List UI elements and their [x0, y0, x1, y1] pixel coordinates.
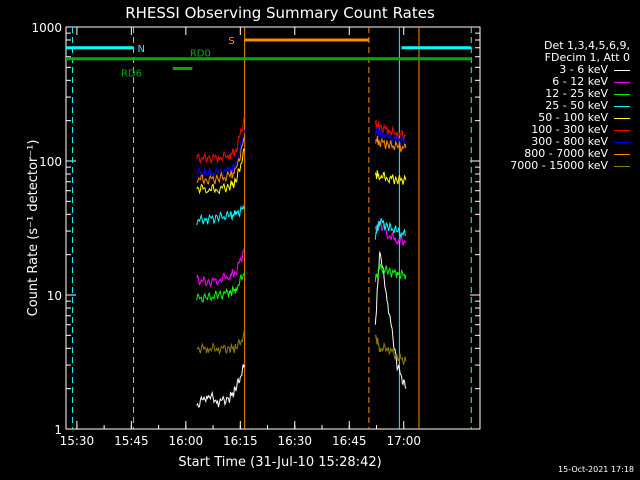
- series-line: [374, 127, 407, 146]
- legend-item: 12 - 25 keV: [545, 88, 630, 99]
- legend-swatch: [614, 81, 630, 83]
- legend-swatch: [614, 153, 630, 155]
- series-line: [196, 147, 246, 195]
- series-line: [374, 218, 407, 240]
- legend-swatch: [614, 141, 630, 143]
- legend-swatch: [614, 129, 630, 131]
- series-line: [196, 116, 245, 165]
- x-tick-label: 16:15: [223, 434, 258, 448]
- legend-header: Det 1,3,4,5,6,9,: [543, 39, 630, 52]
- series-line: [196, 204, 246, 226]
- chart-title: RHESSI Observing Summary Count Rates: [125, 4, 435, 22]
- legend-label: 12 - 25 keV: [545, 87, 608, 100]
- annotation-label: RD0: [190, 49, 211, 60]
- series-line: [196, 271, 246, 303]
- legend-swatch: [614, 117, 630, 119]
- x-tick-label: 15:30: [60, 434, 95, 448]
- x-tick-label: 16:00: [169, 434, 204, 448]
- y-tick-label: 1: [54, 423, 62, 437]
- series-line: [375, 135, 407, 153]
- series-line: [374, 169, 407, 185]
- annotations: N S RD0 RD6: [121, 36, 235, 80]
- legend-label: 300 - 800 keV: [531, 135, 608, 148]
- legend-item: 3 - 6 keV: [559, 64, 630, 75]
- legend-item: 800 - 7000 keV: [524, 148, 630, 159]
- legend-label: 100 - 300 keV: [531, 123, 608, 136]
- legend-swatch: [614, 93, 630, 95]
- y-axis-label: Count Rate (s⁻¹ detector⁻¹): [26, 140, 41, 317]
- legend-item: 300 - 800 keV: [531, 136, 630, 147]
- series-lines: [196, 116, 407, 408]
- x-tick-label: 15:45: [114, 434, 149, 448]
- y-tick-label: 100: [39, 155, 62, 169]
- x-axis-label: Start Time (31-Jul-10 15:28:42): [178, 455, 381, 470]
- series-line: [374, 263, 407, 282]
- legend-item: 7000 - 15000 keV: [510, 160, 630, 171]
- legend-item: 6 - 12 keV: [552, 76, 630, 87]
- plot-frame: [65, 26, 481, 430]
- series-line: [196, 364, 246, 408]
- legend-header: FDecim 1, Att 0: [544, 51, 630, 64]
- series-line: [374, 334, 407, 365]
- x-tick-label: 17:00: [386, 434, 421, 448]
- timestamp: 15-Oct-2021 17:18: [558, 465, 634, 474]
- annotation-label: N: [138, 44, 145, 55]
- axis-ticks: 15:30 15:45 16:00 16:15 16:30 16:45 17:00 1 10 10…: [31, 21, 480, 448]
- series-line: [374, 119, 407, 141]
- x-tick-label: 16:30: [277, 434, 312, 448]
- legend-label: 6 - 12 keV: [552, 75, 608, 88]
- legend-item: 50 - 100 keV: [538, 112, 630, 123]
- series-line: [374, 219, 407, 246]
- legend-label: 7000 - 15000 keV: [510, 159, 608, 172]
- annotation-label: S: [228, 36, 234, 47]
- reference-lines: [66, 27, 472, 429]
- series-line: [196, 248, 245, 289]
- annotation-label: RD6: [121, 69, 142, 80]
- legend-label: 25 - 50 keV: [545, 99, 608, 112]
- x-tick-label: 16:45: [332, 434, 367, 448]
- legend-item: 100 - 300 keV: [531, 124, 630, 135]
- legend-swatch: [614, 165, 630, 167]
- series-line: [196, 331, 246, 355]
- legend-label: 50 - 100 keV: [538, 111, 608, 124]
- y-tick-label: 10: [47, 289, 62, 303]
- y-tick-label: 1000: [31, 21, 62, 35]
- legend-swatch: [614, 105, 630, 107]
- legend-swatch: [614, 69, 630, 71]
- legend-label: 800 - 7000 keV: [524, 147, 608, 160]
- series-line: [196, 136, 245, 186]
- legend-label: 3 - 6 keV: [559, 63, 608, 76]
- legend-item: 25 - 50 keV: [545, 100, 630, 111]
